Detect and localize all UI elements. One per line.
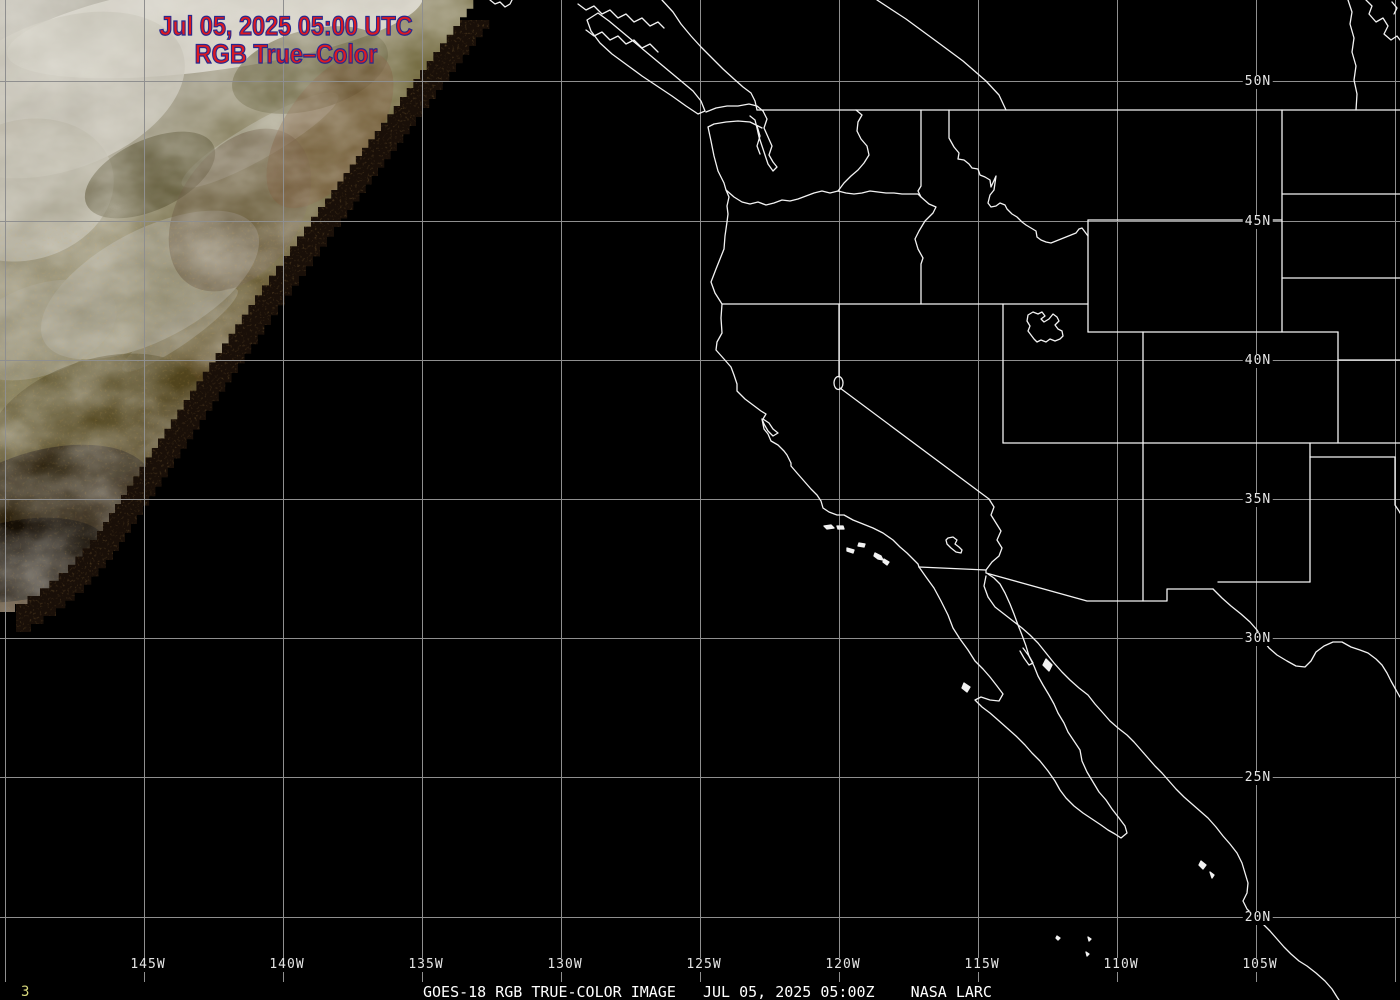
lon-label-115w: 115W bbox=[962, 957, 1002, 972]
lon-label-140w: 140W bbox=[267, 957, 307, 972]
lon-label-120w: 120W bbox=[823, 957, 863, 972]
image-title: Jul 05, 2025 05:00 UTC RGB True–Color bbox=[37, 11, 535, 69]
lon-label-135w: 135W bbox=[406, 957, 446, 972]
haida-gwaii bbox=[489, 0, 513, 8]
islas-marias-2 bbox=[1209, 871, 1215, 879]
socorro-islands-1 bbox=[1055, 935, 1061, 941]
frame-number-badge: 3 bbox=[21, 984, 30, 1000]
lon-label-105w: 105W bbox=[1240, 957, 1280, 972]
islas-marias-1 bbox=[1198, 860, 1207, 870]
wa-id-or-border bbox=[914, 109, 937, 305]
lat-label-50n: 50N bbox=[1242, 74, 1274, 89]
isla-tiburon bbox=[1042, 658, 1053, 672]
west-coast bbox=[707, 120, 920, 568]
lat-label-40n: 40N bbox=[1242, 353, 1274, 368]
lon-label-145w: 145W bbox=[128, 957, 168, 972]
columbia-river-wa-or bbox=[725, 189, 922, 206]
vancouver-island bbox=[586, 12, 706, 115]
bc-coast-islands-2 bbox=[585, 29, 659, 53]
coastlines-and-borders bbox=[489, 0, 1400, 1000]
columbia-river-inner-wa bbox=[837, 109, 870, 192]
lake-winnipegosis bbox=[1365, 0, 1400, 41]
bc-coast-islands-1 bbox=[577, 3, 665, 29]
sonora-sinaloa-coast bbox=[983, 575, 1340, 1000]
title-product-line: RGB True–Color bbox=[194, 39, 378, 69]
lon-label-125w: 125W bbox=[684, 957, 724, 972]
strait-juan-de-fuca bbox=[705, 103, 764, 113]
bc-mainland-coast bbox=[661, 0, 758, 111]
channel-island-2 bbox=[836, 525, 845, 530]
socorro-islands-3 bbox=[1085, 951, 1090, 957]
salton-sea bbox=[945, 536, 963, 554]
hood-canal bbox=[756, 125, 761, 155]
title-date-line: Jul 05, 2025 05:00 UTC bbox=[159, 11, 413, 41]
lon-label-110w: 110W bbox=[1101, 957, 1141, 972]
lat-label-25n: 25N bbox=[1242, 770, 1274, 785]
ca-nv-diagonal bbox=[839, 387, 990, 500]
us-mexico-border bbox=[918, 566, 1214, 602]
lat-label-45n: 45N bbox=[1242, 214, 1274, 229]
lake-manitoba bbox=[1391, 1, 1398, 15]
lon-label-130w: 130W bbox=[545, 957, 585, 972]
bc-alberta-border bbox=[876, 0, 1007, 111]
manitoba-sask-border bbox=[1347, 0, 1358, 111]
lat-label-20n: 20N bbox=[1242, 910, 1274, 925]
colorado-river bbox=[985, 498, 1003, 571]
channel-island-4 bbox=[857, 542, 866, 548]
lake-tahoe bbox=[833, 375, 844, 391]
channel-island-3 bbox=[846, 547, 855, 554]
isla-angel-de-la-guarda bbox=[1019, 647, 1034, 666]
san-clemente-island bbox=[882, 558, 890, 566]
socorro-islands-2 bbox=[1087, 936, 1092, 942]
great-salt-lake bbox=[1026, 311, 1064, 343]
footer-caption: GOES-18 RGB TRUE-COLOR IMAGE JUL 05, 202… bbox=[423, 983, 992, 1000]
puget-sound bbox=[749, 110, 778, 172]
santa-catalina-island bbox=[873, 552, 884, 561]
isla-cedros bbox=[961, 682, 971, 693]
lat-label-30n: 30N bbox=[1242, 631, 1274, 646]
baja-california bbox=[918, 566, 1128, 839]
rio-grande bbox=[1212, 588, 1400, 698]
channel-island-1 bbox=[823, 524, 835, 530]
lat-label-35n: 35N bbox=[1242, 492, 1274, 507]
id-mt-divide bbox=[948, 109, 1089, 244]
